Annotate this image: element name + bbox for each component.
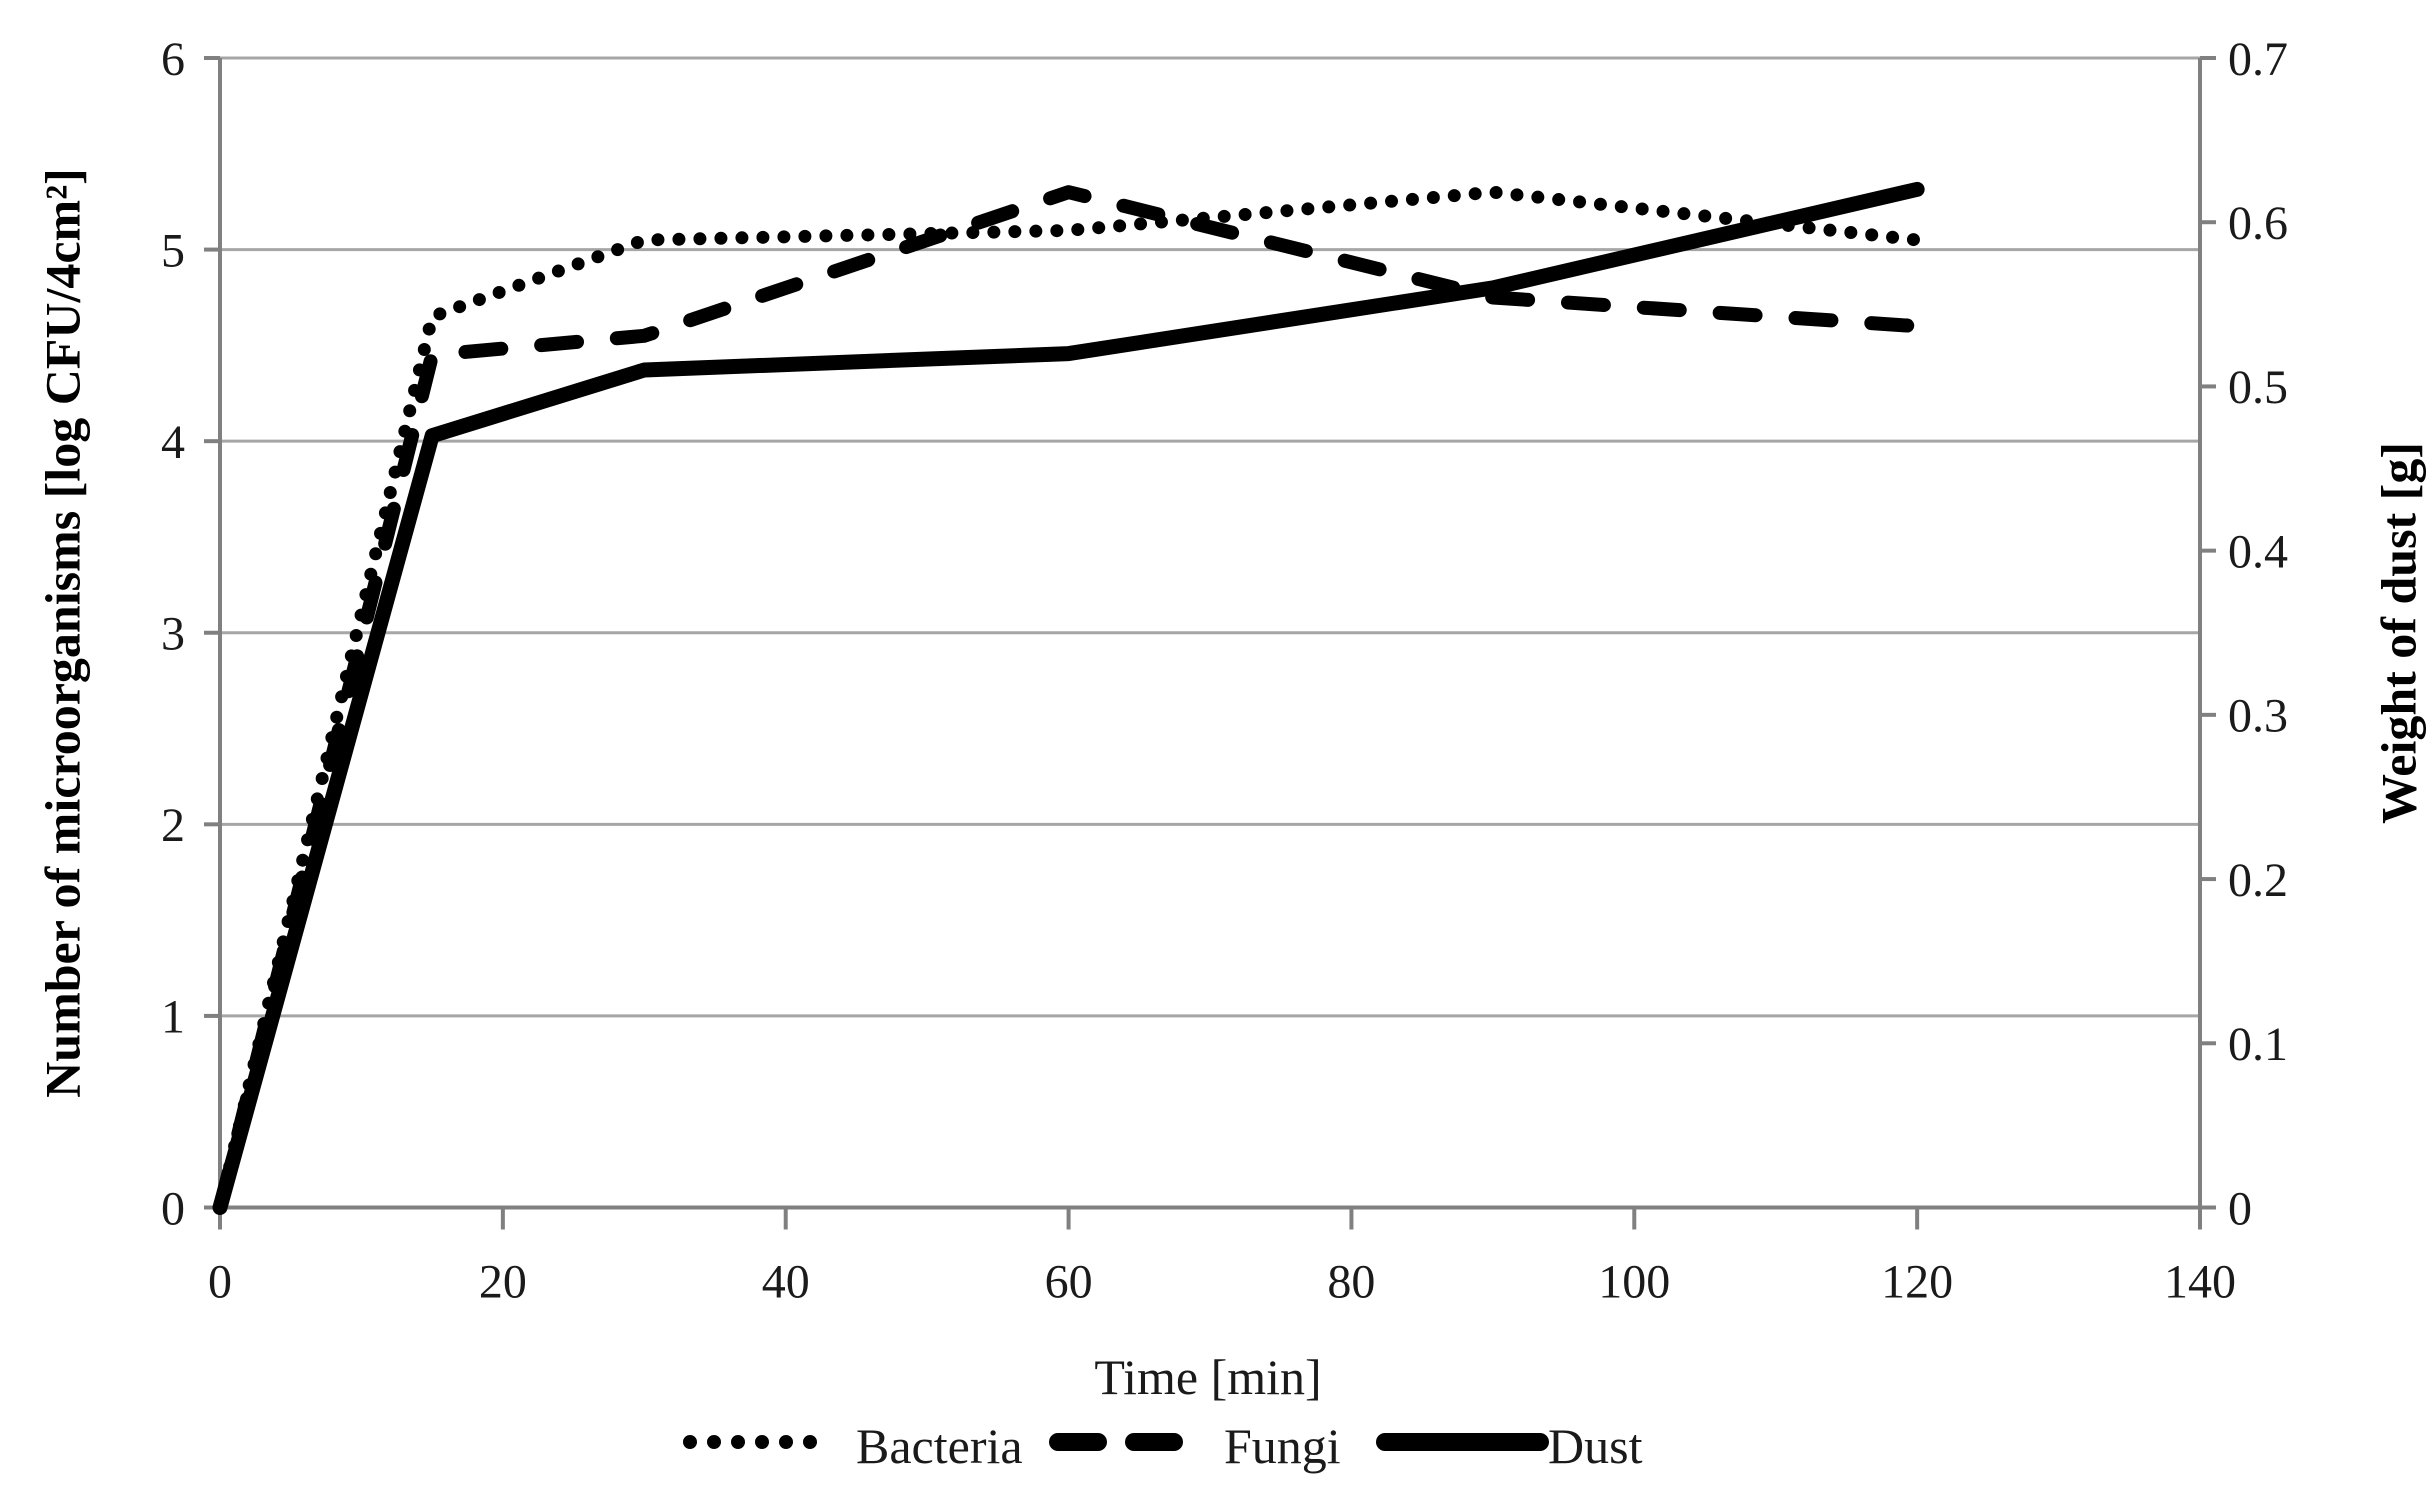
y-left-tick-label-1: 1 bbox=[161, 991, 185, 1044]
series-lines bbox=[212, 181, 1925, 1215]
gridlines bbox=[220, 56, 2200, 1018]
y-axis-right-title: Weight of dust [g] bbox=[2371, 442, 2427, 824]
y-right-tick-label-0.2: 0.2 bbox=[2228, 854, 2288, 907]
y-right-tick-label-0.7: 0.7 bbox=[2228, 33, 2288, 86]
x-tick-label-120: 120 bbox=[1881, 1256, 1953, 1309]
x-tick-label-0: 0 bbox=[208, 1256, 232, 1309]
y-right-tick-label-0: 0 bbox=[2228, 1182, 2252, 1235]
legend-item-dust: Dust bbox=[1376, 1418, 1643, 1474]
legend-item-bacteria: Bacteria bbox=[683, 1418, 1023, 1474]
x-axis-title: Time [min] bbox=[1094, 1349, 1321, 1405]
x-tick-label-80: 80 bbox=[1327, 1256, 1375, 1309]
y-left-tick-label-3: 3 bbox=[161, 608, 185, 661]
series-line-bacteria bbox=[213, 185, 1924, 1214]
y-left-tick-label-4: 4 bbox=[161, 416, 185, 469]
legend: Bacteria Fungi Dust bbox=[683, 1418, 1643, 1474]
y-left-tick-label-0: 0 bbox=[161, 1182, 185, 1235]
y-right-tick-label-0.4: 0.4 bbox=[2228, 525, 2288, 578]
y-right-tick-label-0.3: 0.3 bbox=[2228, 690, 2288, 743]
x-tick-label-40: 40 bbox=[762, 1256, 810, 1309]
x-tick-label-100: 100 bbox=[1598, 1256, 1670, 1309]
legend-label-dust: Dust bbox=[1548, 1418, 1643, 1474]
y-right-tick-label-0.1: 0.1 bbox=[2228, 1018, 2288, 1071]
x-tick-label-60: 60 bbox=[1045, 1256, 1093, 1309]
tick-marks bbox=[204, 56, 2216, 1230]
series-line-fungi bbox=[213, 185, 1925, 1215]
x-tick-label-20: 20 bbox=[479, 1256, 527, 1309]
legend-label-fungi: Fungi bbox=[1224, 1418, 1341, 1474]
y-left-tick-label-2: 2 bbox=[161, 799, 185, 852]
y-axis-left-title: Number of microorganisms [log CFU/4cm²] bbox=[35, 168, 91, 1098]
y-right-tick-label-0.5: 0.5 bbox=[2228, 361, 2288, 414]
y-left-tick-label-6: 6 bbox=[161, 33, 185, 86]
x-tick-label-140: 140 bbox=[2164, 1256, 2236, 1309]
legend-label-bacteria: Bacteria bbox=[856, 1418, 1023, 1474]
y-left-tick-label-5: 5 bbox=[161, 224, 185, 277]
series-line-dust bbox=[212, 181, 1925, 1215]
legend-item-fungi: Fungi bbox=[1049, 1418, 1341, 1474]
y-right-tick-label-0.6: 0.6 bbox=[2228, 197, 2288, 250]
